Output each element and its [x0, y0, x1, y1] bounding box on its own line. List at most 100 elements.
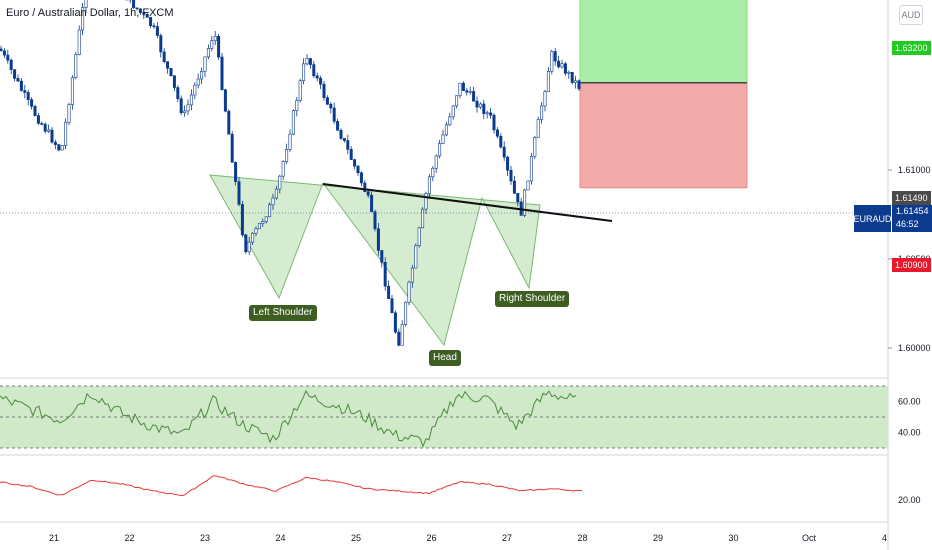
candle-body	[203, 56, 207, 72]
candle	[254, 226, 258, 237]
candle	[230, 131, 234, 163]
candle	[264, 216, 268, 224]
candle	[166, 61, 170, 74]
candle	[346, 134, 350, 155]
rsi-tick-label: 60.00	[898, 397, 921, 407]
candle-body	[274, 188, 278, 199]
candle	[319, 75, 323, 90]
time-axis-label: Oct	[802, 533, 817, 543]
candle-body	[441, 134, 445, 144]
candle	[285, 143, 289, 164]
candle	[261, 218, 265, 227]
candle	[186, 99, 190, 115]
candle-body	[47, 129, 51, 132]
candle	[373, 209, 377, 232]
candle	[332, 102, 336, 125]
candle	[206, 44, 210, 60]
candle-body	[461, 82, 465, 91]
candle-body	[502, 146, 506, 158]
candle-body	[495, 129, 499, 137]
candle	[149, 16, 153, 29]
candle-body	[526, 180, 530, 191]
candle	[550, 49, 554, 75]
candle-body	[387, 285, 391, 300]
candle-body	[19, 80, 23, 91]
grid	[0, 0, 889, 550]
candle	[533, 136, 537, 160]
candle	[397, 328, 401, 347]
candle	[271, 193, 275, 210]
head-label[interactable]: Head	[429, 350, 461, 366]
candle-body	[169, 67, 173, 76]
candle-body	[468, 91, 472, 93]
candle-body	[529, 155, 533, 182]
candle	[200, 67, 204, 84]
candle-body	[281, 161, 285, 177]
candle-body	[533, 137, 537, 157]
candle-body	[397, 331, 401, 346]
candle-body	[523, 189, 527, 216]
candle-body	[57, 144, 61, 151]
candle	[339, 128, 343, 140]
candle-body	[227, 110, 231, 135]
candle-body	[342, 138, 346, 141]
candle-body	[332, 107, 336, 122]
candle-body	[230, 133, 234, 163]
candle	[240, 200, 244, 238]
candle-body	[322, 83, 326, 98]
candle	[9, 58, 13, 75]
candle-body	[536, 119, 540, 138]
candle-body	[206, 48, 210, 58]
candle	[390, 295, 394, 314]
candle	[380, 250, 384, 268]
position-zones[interactable]	[579, 0, 748, 189]
candle-body	[16, 78, 20, 82]
candle	[336, 118, 340, 131]
candle-body	[512, 180, 516, 194]
candle-body	[366, 191, 370, 196]
candle	[193, 82, 197, 100]
candle	[291, 109, 295, 135]
right-shoulder-label[interactable]: Right Shoulder	[495, 291, 570, 307]
candle	[509, 165, 513, 185]
candle-body	[543, 91, 547, 107]
candle-body	[455, 95, 459, 107]
candle	[183, 105, 187, 117]
candle-body	[176, 87, 180, 99]
candle	[81, 2, 85, 36]
candle-body	[84, 0, 88, 8]
rsi-pane	[0, 385, 888, 449]
time-axis-label: 4	[882, 533, 887, 543]
candle	[414, 243, 418, 269]
currency-button[interactable]: AUD	[899, 5, 923, 25]
candle	[492, 113, 496, 134]
candle-body	[50, 129, 54, 143]
candle-body	[315, 75, 319, 79]
candle	[455, 95, 459, 109]
osc-tick-label: 20.00	[898, 495, 921, 505]
chart-title[interactable]: Euro / Australian Dollar, 1h, FXCM	[6, 7, 174, 19]
candle-body	[213, 35, 217, 42]
candle-body	[390, 298, 394, 314]
axes: 1.630001.625001.620001.610001.605001.600…	[49, 165, 931, 543]
candle-body	[186, 104, 190, 112]
candle-body	[254, 228, 258, 234]
candle	[77, 25, 81, 56]
candle	[383, 257, 387, 291]
candle-body	[172, 75, 176, 88]
candle	[67, 102, 71, 126]
candle-body	[329, 103, 333, 109]
candle-body	[448, 116, 452, 126]
candle-body	[356, 165, 360, 174]
candle-body	[247, 241, 251, 253]
left-shoulder-label[interactable]: Left Shoulder	[249, 305, 317, 321]
candle-body	[302, 63, 306, 82]
candle-countdown: 46:52	[896, 219, 919, 229]
candle	[223, 88, 227, 113]
candle-body	[472, 91, 476, 102]
candle	[268, 202, 272, 218]
candle	[210, 36, 214, 52]
candle-body	[427, 176, 431, 194]
head-and-shoulders-pattern[interactable]	[209, 174, 541, 347]
